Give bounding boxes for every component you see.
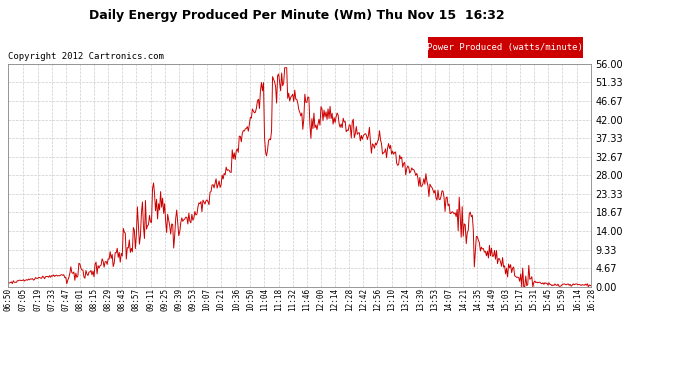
Text: Copyright 2012 Cartronics.com: Copyright 2012 Cartronics.com [8,52,164,61]
Text: Power Produced (watts/minute): Power Produced (watts/minute) [428,44,583,52]
Text: Daily Energy Produced Per Minute (Wm) Thu Nov 15  16:32: Daily Energy Produced Per Minute (Wm) Th… [89,9,504,22]
